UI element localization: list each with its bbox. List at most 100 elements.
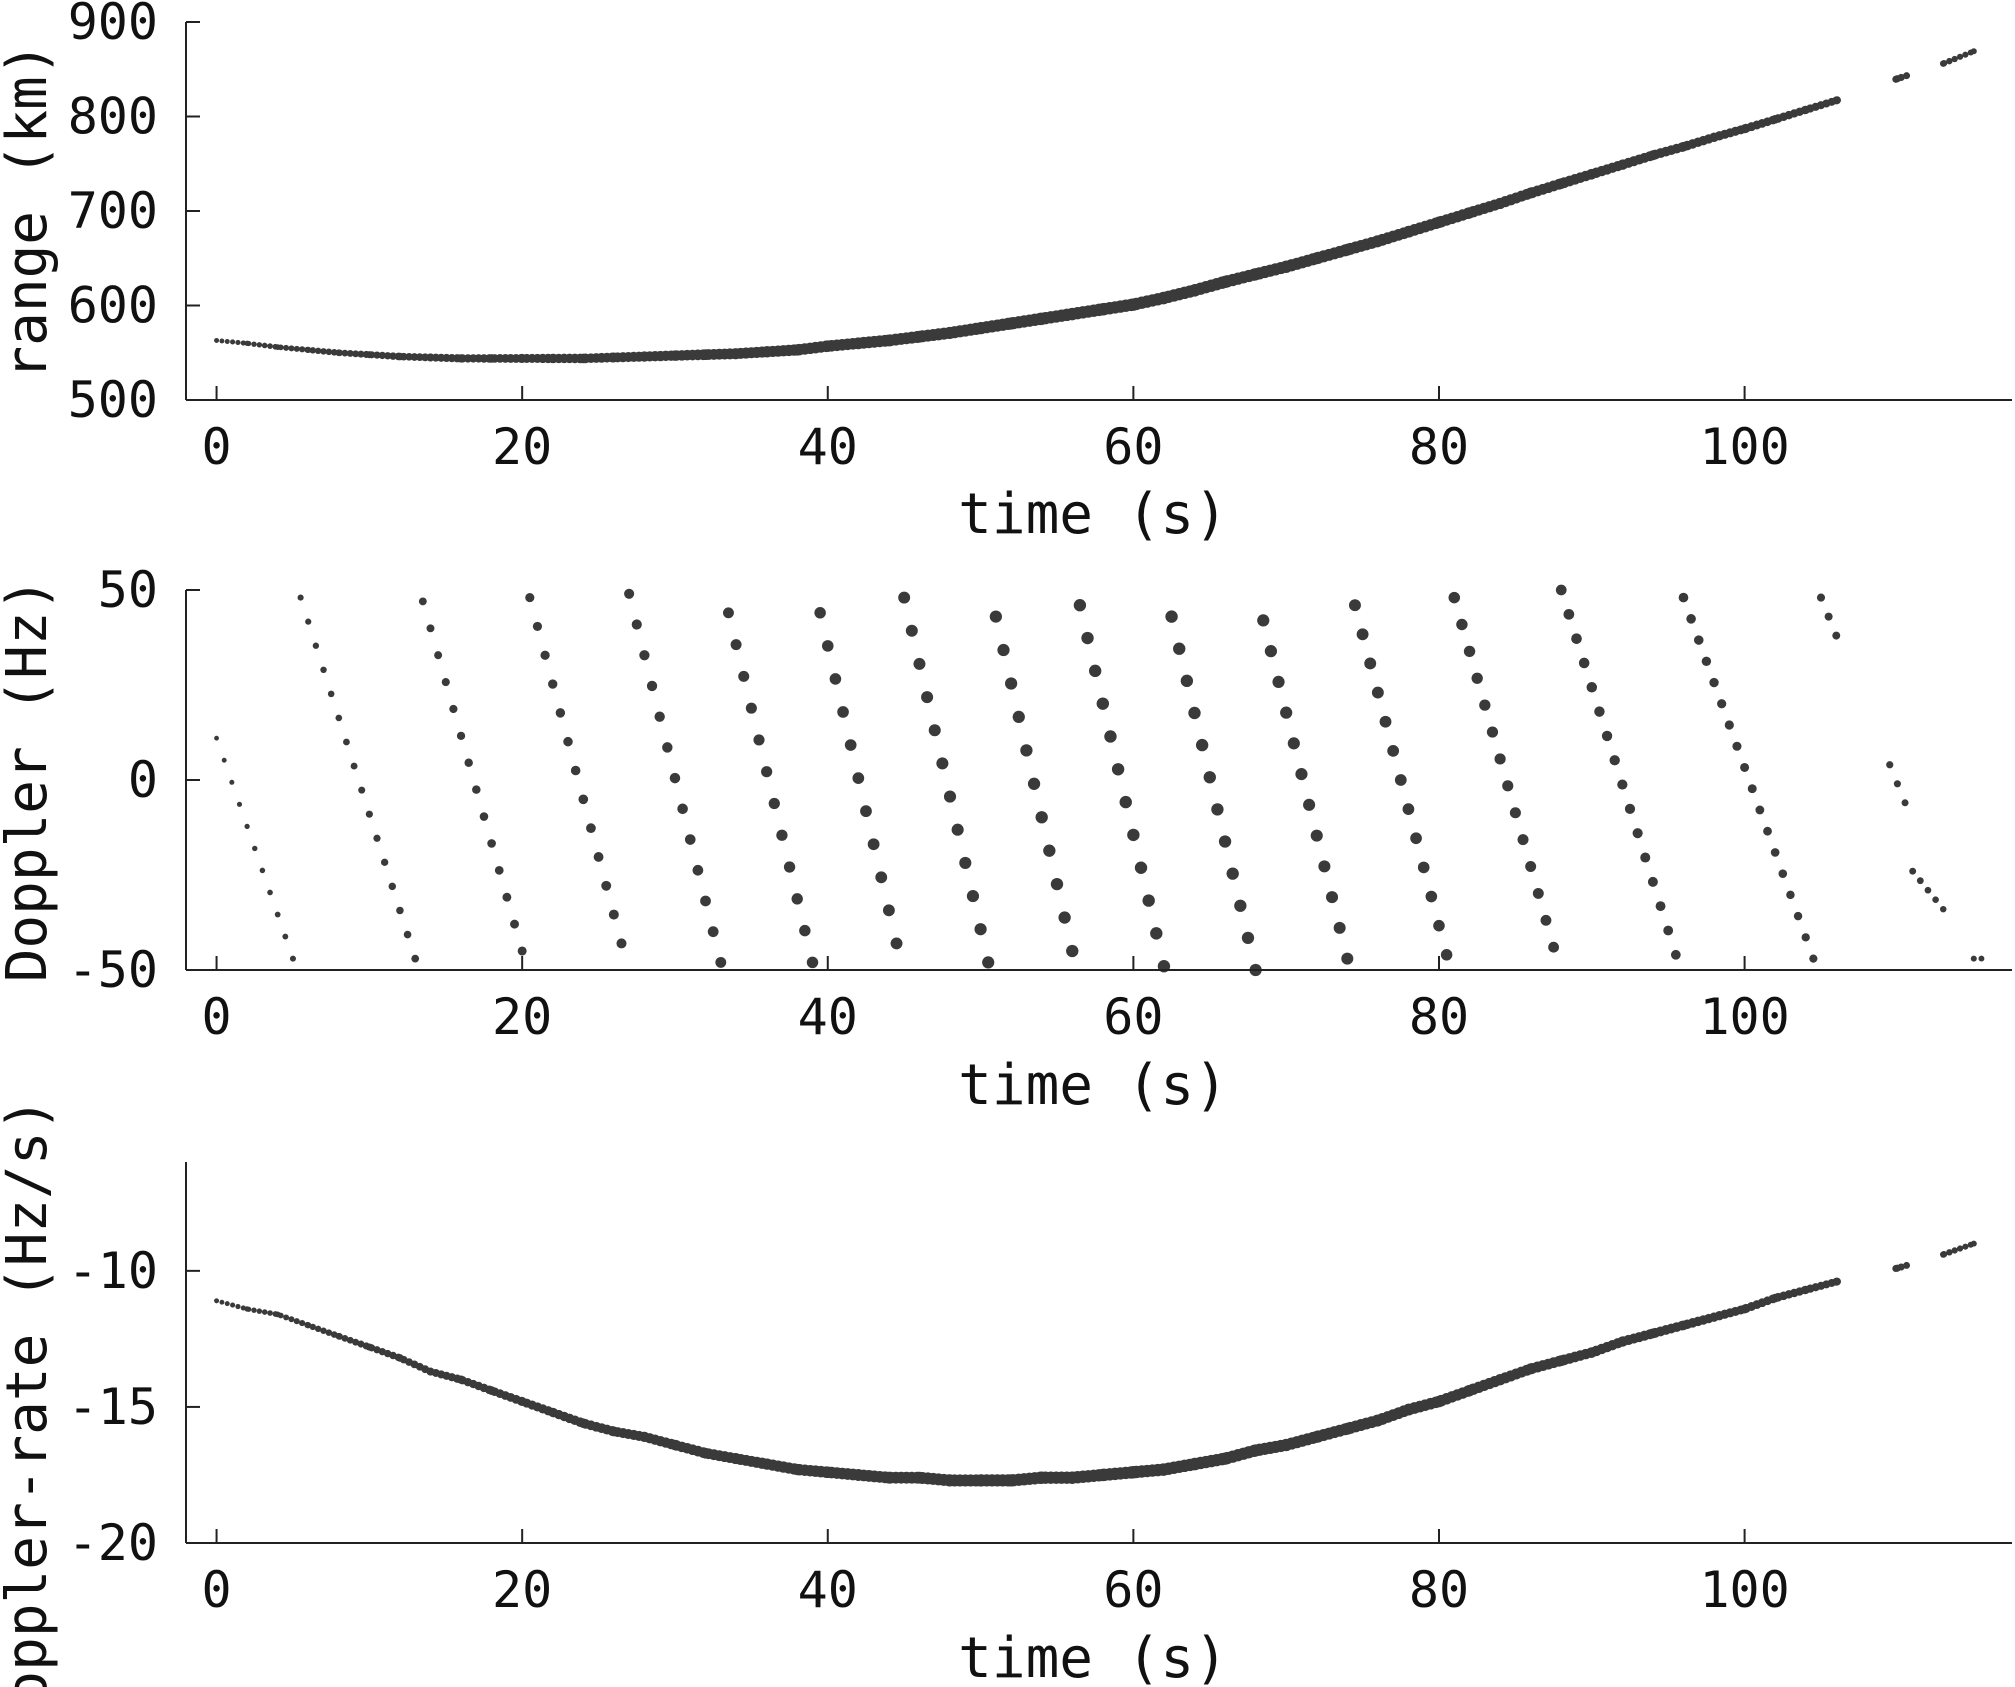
data-point [1740,762,1750,772]
x-tick-label: 40 [798,418,858,476]
data-point [1709,1312,1719,1322]
data-point [1035,1471,1048,1484]
data-point [1893,1264,1901,1272]
data-point [1157,1463,1171,1476]
data-point [1211,803,1224,816]
x-tick-label: 60 [1103,988,1163,1046]
data-point [1763,826,1772,836]
data-point [1165,610,1178,623]
data-point [487,839,496,848]
data-point [1801,1285,1810,1295]
data-point [283,1314,290,1321]
data-point [578,794,589,805]
data-point [320,666,327,674]
data-point [669,772,681,784]
data-point [1402,225,1415,238]
data-point [309,347,316,354]
data-point [357,350,365,358]
data-point [1578,657,1590,669]
data-point [1364,657,1377,670]
data-point [1073,599,1087,612]
data-point [966,889,980,903]
data-point [224,338,230,344]
data-point [289,955,296,962]
data-point [456,354,466,363]
data-point [669,350,681,361]
data-point [1218,1452,1232,1465]
data-point [1540,914,1552,926]
data-point [783,861,796,873]
x-tick-label: 20 [492,1561,552,1619]
data-point [335,349,343,357]
data-point [1494,1374,1506,1386]
data-point [224,1301,230,1307]
data-point [350,762,358,770]
x-tick-label: 80 [1409,418,1469,476]
data-point [1525,861,1537,873]
data-point [821,1466,834,1479]
data-point [1119,795,1132,809]
data-point [1655,901,1666,912]
data-point [1440,949,1453,961]
data-point [997,643,1010,657]
data-point [456,1375,466,1384]
data-point [221,757,227,763]
data-point [1066,307,1079,321]
data-point [418,597,427,606]
data-point [426,1367,435,1376]
data-point [411,954,420,963]
y-tick-label: 700 [68,182,158,240]
data-point [1226,867,1239,880]
data-point [578,353,589,364]
data-point [487,354,496,363]
data-point [1901,799,1909,807]
data-point [1970,48,1977,55]
data-point [1280,1438,1293,1452]
data-point [570,765,581,776]
data-point [662,742,673,753]
data-point [396,1354,404,1362]
data-point [867,838,880,851]
data-point [1770,848,1780,857]
data-point [1786,890,1795,900]
data-point [256,1308,263,1314]
data-point [1624,803,1636,814]
data-point [494,865,504,875]
data-point [1303,798,1316,811]
data-point [335,714,343,722]
data-point [1586,1347,1598,1358]
data-point [631,619,642,630]
data-point [882,904,895,917]
data-point [517,946,527,956]
data-point [1134,861,1148,874]
data-point [1709,132,1719,142]
data-point [1586,168,1598,180]
data-point [791,344,803,356]
data-point [1816,593,1826,602]
data-point [282,933,289,940]
data-point [487,1386,496,1395]
data-point [1946,57,1953,65]
data-point [1356,628,1369,641]
data-point [1555,584,1567,596]
data-point [1940,1251,1947,1258]
data-point [1486,726,1499,738]
data-point [1940,905,1947,913]
data-point [974,1474,987,1487]
data-point [1088,664,1102,678]
data-point [1195,738,1209,752]
data-point [325,1329,333,1336]
data-point [251,1307,257,1313]
data-point [441,678,450,687]
data-point [267,343,273,349]
data-point [1893,75,1901,83]
data-point [959,856,972,869]
data-point [555,708,566,718]
data-point [472,785,481,794]
data-point [1471,672,1483,684]
data-point [1127,1466,1140,1479]
data-point [267,1310,273,1316]
data-point [936,757,949,770]
data-point [396,352,404,361]
data-point [548,353,558,364]
